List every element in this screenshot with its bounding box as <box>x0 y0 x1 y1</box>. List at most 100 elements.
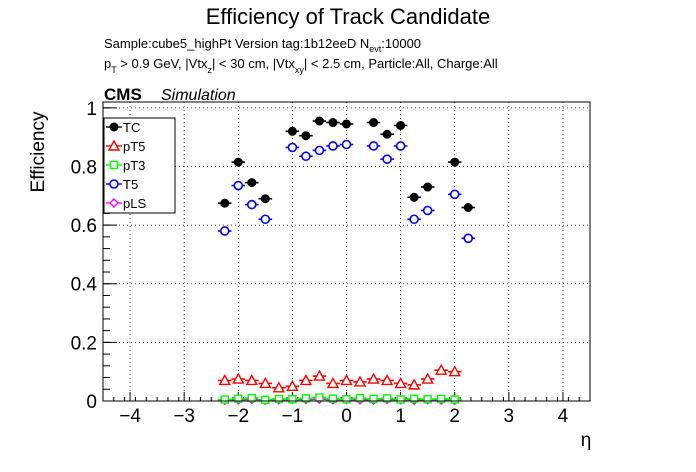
subtitle-line1-end: :10000 <box>381 36 421 51</box>
data-point <box>301 131 311 141</box>
data-point <box>394 376 407 389</box>
data-point <box>287 126 297 136</box>
data-point <box>219 226 230 236</box>
data-point <box>247 393 257 403</box>
data-point <box>234 394 243 403</box>
y-tick-label: 0.6 <box>71 216 97 237</box>
data-point <box>423 182 433 192</box>
x-tick-label: 3 <box>504 406 515 427</box>
data-point <box>313 369 326 381</box>
data-point <box>260 214 271 225</box>
data-point <box>218 374 231 386</box>
legend-entry-pt3: pT3 <box>106 158 145 173</box>
data-point <box>380 374 394 386</box>
data-point <box>301 151 311 162</box>
chart-subtitle-line2: pT > 0.9 GeV, |Vtxz| < 30 cm, |Vtxxy| < … <box>104 56 498 75</box>
data-point <box>232 372 245 384</box>
series-pt3 <box>217 393 462 405</box>
legend: TC pT5 pT3 T5 pLS <box>103 117 176 214</box>
data-point <box>288 395 297 404</box>
data-point <box>272 381 286 393</box>
y-axis-label: Efficiency <box>28 111 49 192</box>
data-point <box>287 142 298 153</box>
data-point <box>449 189 460 200</box>
data-point <box>342 119 351 129</box>
legend-entry-pls: pLS <box>106 196 146 211</box>
series-pt5 <box>217 363 462 393</box>
y-tick-label: 0 <box>86 392 97 413</box>
subtitle-line2-mid2: | < 30 cm, |Vtx <box>212 56 295 71</box>
data-point <box>355 393 365 403</box>
data-point <box>450 157 460 167</box>
data-point <box>342 395 351 404</box>
data-point <box>409 192 419 202</box>
legend-entry-pt5: pT5 <box>106 139 145 154</box>
data-point <box>367 372 380 384</box>
data-point <box>396 120 406 130</box>
y-tick-label: 0.2 <box>71 333 97 354</box>
y-tick-label: 0.4 <box>71 275 98 296</box>
data-point <box>220 395 229 404</box>
x-tick-label: 4 <box>558 406 569 427</box>
data-point <box>369 118 379 128</box>
subtitle-line2-end: | < 2.5 cm, Particle:All, Charge:All <box>304 56 498 71</box>
legend-entry-t5: T5 <box>106 177 138 192</box>
y-tick-label: 1 <box>86 99 97 120</box>
subtitle-line1-text: Sample:cube5_highPt Version tag:1b12eeD … <box>104 36 369 51</box>
data-point <box>421 372 434 384</box>
legend-entry-tc: TC <box>106 120 140 135</box>
data-point <box>448 365 461 377</box>
x-tick-label: −4 <box>119 406 141 427</box>
x-axis-label: η <box>581 430 592 451</box>
cms-label: CMS <box>104 85 142 104</box>
data-point <box>396 395 405 404</box>
x-tick-label: 0 <box>341 406 352 427</box>
data-point <box>368 141 379 151</box>
data-point <box>382 394 392 403</box>
legend-marker <box>109 179 119 189</box>
data-point <box>259 376 272 389</box>
axis-ticks: −4 −3 −2 −1 0 1 2 3 4 0 0.2 0.4 0.6 0.8 1 <box>71 99 580 427</box>
data-point <box>328 118 338 128</box>
data-point <box>299 374 313 386</box>
data-point <box>314 145 325 156</box>
plot-frame <box>102 101 591 402</box>
subtitle-line2-sub3: xy <box>295 65 305 75</box>
data-point <box>314 116 324 126</box>
data-point <box>423 395 432 404</box>
data-point <box>233 157 243 167</box>
legend-marker <box>109 160 119 170</box>
data-point <box>260 194 270 204</box>
data-point <box>261 395 270 405</box>
data-point <box>353 375 367 387</box>
legend-marker <box>107 139 121 151</box>
subtitle-line2-sub2: z <box>207 65 212 75</box>
data-point <box>274 394 284 404</box>
data-point <box>233 180 244 191</box>
data-point <box>435 363 448 375</box>
data-point <box>369 394 378 404</box>
data-point <box>422 205 433 216</box>
legend-marker <box>109 198 119 208</box>
data-point <box>340 374 353 386</box>
data-point <box>407 378 421 390</box>
chart-subtitle-line1: Sample:cube5_highPt Version tag:1b12eeD … <box>104 36 421 54</box>
y-tick-label: 0.8 <box>71 157 97 178</box>
chart-title: Efficiency of Track Candidate <box>206 4 491 29</box>
legend-label: T5 <box>123 177 138 192</box>
data-point <box>463 203 473 213</box>
data-point <box>301 394 311 403</box>
data-point <box>382 154 392 164</box>
data-point <box>409 394 419 403</box>
data-point <box>395 141 406 151</box>
x-tick-label: −3 <box>173 406 195 427</box>
data-point <box>463 233 474 244</box>
data-point <box>220 198 230 208</box>
subtitle-line1-sub: evt <box>369 44 382 54</box>
legend-marker <box>109 122 119 132</box>
x-tick-label: −1 <box>282 406 304 427</box>
data-point <box>326 376 340 389</box>
data-point <box>247 178 257 188</box>
legend-label: pLS <box>123 196 146 211</box>
